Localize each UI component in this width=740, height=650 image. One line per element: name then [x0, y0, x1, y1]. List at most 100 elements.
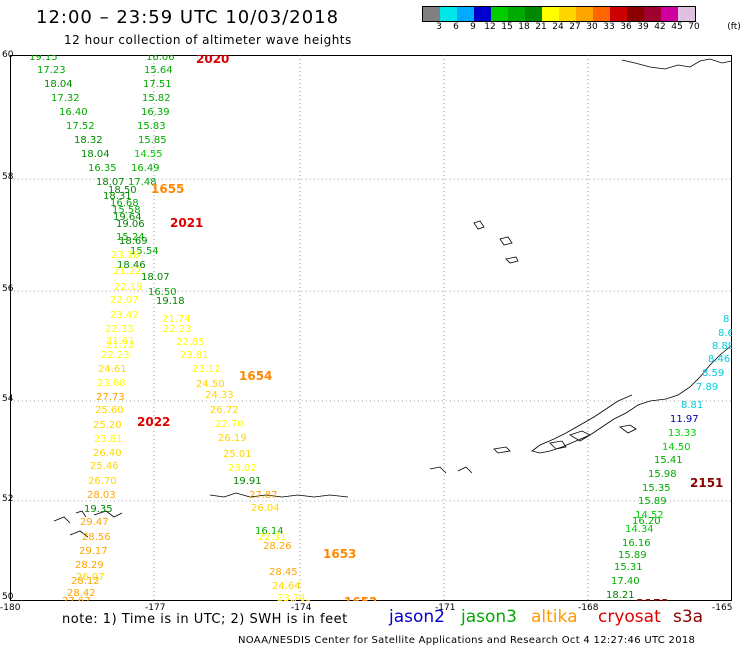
- colorbar-swatch: [627, 7, 644, 21]
- wave-height-value: 19.18: [156, 296, 185, 307]
- wave-height-value: 14.34: [625, 524, 654, 535]
- lon-label-165: -165: [712, 603, 733, 613]
- wave-height-value: 18.50: [108, 185, 137, 196]
- wave-height-value: 18.31: [103, 191, 132, 202]
- wave-height-value: 15.89: [638, 496, 667, 507]
- map-frame: [10, 55, 732, 601]
- wave-height-value: 19.15: [29, 55, 58, 63]
- wave-height-value: 24.64: [272, 581, 301, 592]
- wave-height-value: 18.46: [117, 260, 146, 271]
- wave-height-value: 13.33: [668, 428, 697, 439]
- map-canvas: 19.15 16.06 17.23 15.64 18.04 17.51 17.32 15.82…: [10, 55, 732, 601]
- colorbar-swatch: [593, 7, 610, 21]
- colorbar-swatch: [440, 7, 457, 21]
- wave-height-value: 15.41: [654, 455, 683, 466]
- coastline-island-f: [499, 236, 513, 246]
- lon-label-171: -171: [435, 603, 456, 613]
- coastline-island-a: [619, 424, 637, 434]
- map-subtitle: 12 hour collection of altimeter wave hei…: [64, 33, 352, 47]
- wave-height-value: 26.19: [218, 433, 247, 444]
- legend-altika: altika: [531, 607, 578, 627]
- colorbar-swatch: [542, 7, 559, 21]
- wave-height-value: 16.20: [632, 516, 661, 527]
- coastline-island-b: [569, 430, 591, 442]
- legend-s3a: s3a: [673, 607, 704, 627]
- wave-height-value: 7.89: [696, 382, 718, 393]
- colorbar-label: 24: [552, 22, 564, 32]
- wave-height-value: 15.98: [648, 469, 677, 480]
- wave-height-value: 25.46: [90, 461, 119, 472]
- colorbar-swatch: [491, 7, 508, 21]
- wave-height-value: 27.87: [249, 490, 278, 501]
- wave-height-value: 18.04: [44, 79, 73, 90]
- wave-height-value: 15.85: [138, 135, 167, 146]
- colorbar-label: 18: [518, 22, 530, 32]
- wave-height-value: 24.63: [283, 599, 312, 601]
- wave-height-value: 16.06: [146, 55, 175, 63]
- lat-label-56: 56: [2, 284, 14, 294]
- colorbar-label: 42: [654, 22, 666, 32]
- wave-height-value: 22.33: [105, 324, 134, 335]
- wave-height-value: 22.07: [110, 295, 139, 306]
- wave-height-value: 22.19: [114, 282, 143, 293]
- track-time-label: 1653: [323, 547, 356, 561]
- colorbar-label: 45: [671, 22, 683, 32]
- colorbar-swatch: [610, 7, 627, 21]
- wave-height-value: 15.83: [137, 121, 166, 132]
- wave-height-value: 16.14: [255, 526, 284, 537]
- wave-height-value: 23.42: [110, 310, 139, 321]
- coastline-alaska-peninsula: [531, 344, 732, 454]
- lat-label-58: 58: [2, 172, 14, 182]
- wave-height-value: 23.74: [277, 593, 306, 601]
- wave-height-value: 17.23: [37, 65, 66, 76]
- coastline-near-islands: [53, 510, 123, 524]
- wave-height-value: 23.02: [228, 463, 257, 474]
- wave-height-value: 8.89: [712, 341, 732, 352]
- wave-height-value: 15.54: [130, 246, 159, 257]
- wave-height-value: 16.35: [88, 163, 117, 174]
- colorbar-swatch: [508, 7, 525, 21]
- lon-label-174: -174: [291, 603, 312, 613]
- wave-height-value: 27.73: [96, 392, 125, 403]
- track-time-label: 2020: [196, 55, 229, 66]
- coastline-island-g: [505, 256, 519, 264]
- wave-height-value: 18.07: [96, 177, 125, 188]
- colorbar-swatch: [457, 7, 474, 21]
- lon-label-180: -180: [0, 603, 21, 613]
- wave-height-value: 8.6: [718, 328, 732, 339]
- colorbar-label: 3: [436, 22, 442, 32]
- wave-height-value: 18.69: [119, 236, 148, 247]
- wave-height-value: 17.52: [66, 121, 95, 132]
- wave-height-value: 24.33: [205, 390, 234, 401]
- track-time-label: 1652: [344, 595, 377, 601]
- colorbar-label: 70: [688, 22, 700, 32]
- colorbar-swatch: [559, 7, 576, 21]
- wave-height-value: 26.40: [93, 448, 122, 459]
- colorbar-label: 9: [470, 22, 476, 32]
- wave-height-value: 19.64: [113, 212, 142, 223]
- colorbar-swatch: [678, 7, 695, 21]
- colorbar-label: 33: [603, 22, 615, 32]
- grid: [10, 55, 732, 601]
- wave-height-value: 28.56: [82, 532, 111, 543]
- track-time-label: 2022: [137, 415, 170, 429]
- wave-height-value: 23.81: [180, 350, 209, 361]
- wave-height-value: 14.50: [662, 442, 691, 453]
- colorbar-label: 21: [535, 22, 547, 32]
- wave-height-value: 25.20: [93, 420, 122, 431]
- wave-height-value: 29.47: [80, 517, 109, 528]
- credit-line: NOAA/NESDIS Center for Satellite Applica…: [238, 635, 696, 646]
- lon-label-168: -168: [578, 603, 599, 613]
- lat-label-52: 52: [2, 494, 14, 504]
- wave-height-value: 25.01: [223, 449, 252, 460]
- wave-height-value: 18.21: [606, 590, 635, 601]
- colorbar-label: (ft): [727, 22, 740, 32]
- map-title: 12:00 – 23:59 UTC 10/03/2018: [36, 7, 340, 28]
- colorbar-label: 6: [453, 22, 459, 32]
- wave-height-value: 23.18: [111, 250, 140, 261]
- colorbar-swatch: [661, 7, 678, 21]
- wave-height-value: 18.04: [81, 149, 110, 160]
- track-time-label: 2152: [636, 597, 669, 601]
- wave-height-value: 22.70: [215, 419, 244, 430]
- wave-height-value: 16.16: [622, 538, 651, 549]
